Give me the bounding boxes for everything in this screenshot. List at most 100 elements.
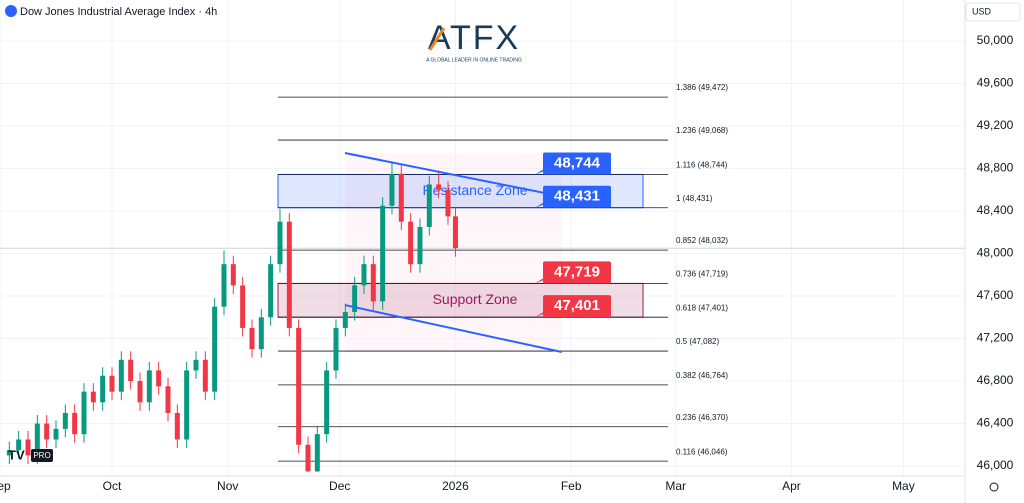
candle-body [389, 173, 395, 206]
candle-body [277, 221, 283, 265]
fib-label: 0.736 (47,719) [676, 270, 728, 279]
candle-body [25, 439, 31, 456]
logo-tagline: A GLOBAL LEADER IN ONLINE TRADING [426, 57, 522, 63]
candle-body [137, 381, 143, 403]
candle-body [156, 370, 162, 387]
settings-icon[interactable] [989, 482, 999, 492]
candle-body [16, 439, 22, 451]
candle-body [268, 264, 274, 318]
candle-body [174, 412, 180, 440]
candle-body [408, 221, 414, 265]
candle-body [44, 423, 50, 440]
candle-body [258, 317, 264, 350]
candle-body [100, 375, 106, 403]
logo-accent [428, 27, 446, 51]
trendline [344, 152, 561, 198]
y-tick-label: 48,800 [977, 161, 1014, 175]
x-tick-label: Apr [782, 479, 801, 493]
candle-body [361, 264, 367, 286]
fib-label: 1.116 (48,744) [676, 161, 728, 170]
candle-body [62, 412, 68, 429]
currency-box[interactable] [965, 2, 1021, 22]
trendline [344, 304, 563, 354]
candle-body [352, 285, 358, 312]
fib-label: 0.852 (48,032) [676, 236, 728, 245]
x-tick-label: Feb [561, 479, 582, 493]
fib-label: 0.236 (46,370) [676, 413, 728, 422]
price-tag [543, 185, 611, 208]
fib-label: 0.382 (46,764) [676, 371, 728, 380]
candle-body [221, 264, 227, 307]
y-tick-label: 48,000 [977, 246, 1014, 260]
x-tick-label: Dec [329, 479, 350, 493]
candle-body [146, 370, 152, 403]
candle-body [202, 359, 208, 392]
candle-body [305, 444, 311, 472]
price-tag-label: 48,744 [554, 154, 601, 171]
price-tag-label: 47,401 [554, 297, 600, 314]
candle-body [128, 359, 134, 382]
badge: PRO [33, 451, 50, 460]
x-tick-label: May [892, 479, 915, 493]
candle-body [118, 359, 124, 392]
candle-body [436, 184, 442, 190]
candle-body [426, 184, 432, 227]
currency[interactable]: USD [972, 6, 992, 16]
symbol-icon [5, 5, 17, 17]
price-tag [543, 152, 611, 175]
candle-body [72, 412, 78, 435]
candle-body [184, 370, 190, 440]
logo: ATFX [428, 19, 520, 57]
candle-body [380, 205, 386, 302]
fib-label: 1.386 (49,472) [676, 83, 728, 92]
candle-body [81, 391, 87, 435]
price-tag [543, 261, 611, 284]
fib-label: 1.236 (49,068) [676, 126, 728, 135]
candle-body [417, 226, 423, 265]
candle-body [90, 391, 96, 403]
price-tag-label: 47,719 [554, 263, 600, 280]
candle-body [445, 189, 451, 217]
candle-body [452, 216, 458, 249]
candle-body [53, 428, 59, 440]
x-tick-label: Mar [665, 479, 686, 493]
y-tick-label: 49,600 [977, 76, 1014, 90]
y-tick-label: 47,600 [977, 288, 1014, 302]
candle-body [286, 221, 292, 328]
fib-label: 0.618 (47,401) [676, 303, 728, 312]
candle-body [296, 327, 302, 445]
candle-body [370, 264, 376, 302]
candle-body [34, 423, 40, 456]
candle-body [230, 264, 236, 286]
candle-body [6, 450, 12, 456]
candle-body [314, 434, 320, 472]
y-tick-label: 47,200 [977, 331, 1014, 345]
y-tick-label: 46,800 [977, 373, 1014, 387]
x-tick-label: Nov [217, 479, 238, 493]
candle-body [324, 370, 330, 435]
x-tick-label: Oct [103, 479, 122, 493]
price-tag-label: 48,431 [554, 188, 600, 205]
candle-body [193, 359, 199, 371]
fib-label: 0.116 (46,046) [676, 447, 728, 456]
fib-label: 0.5 (47,082) [676, 337, 719, 346]
chart-title: Dow Jones Industrial Average Index · 4h [20, 6, 217, 18]
candle-body [240, 285, 246, 328]
candle-body [212, 306, 218, 392]
y-tick-label: 46,400 [977, 416, 1014, 430]
y-tick-label: 46,000 [977, 458, 1014, 472]
tv-logo: TV [8, 447, 25, 462]
candle-body [333, 327, 339, 371]
candle-body [109, 375, 115, 392]
x-tick-label: 2026 [442, 479, 469, 493]
y-tick-label: 49,200 [977, 118, 1014, 132]
candle-body [249, 327, 255, 350]
candle-body [398, 173, 404, 222]
x-tick-label: Sep [0, 479, 11, 493]
price-tag [543, 295, 611, 318]
y-tick-label: 50,000 [977, 33, 1014, 47]
zone-label: Support Zone [433, 291, 518, 307]
badge-box [31, 449, 53, 462]
